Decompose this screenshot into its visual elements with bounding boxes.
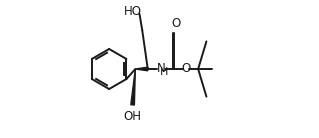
Text: HO: HO — [124, 5, 142, 18]
Text: O: O — [181, 63, 190, 75]
Text: N: N — [157, 63, 165, 75]
Text: OH: OH — [123, 110, 142, 123]
Text: H: H — [160, 67, 168, 77]
Text: O: O — [171, 17, 181, 30]
Polygon shape — [135, 67, 148, 71]
Polygon shape — [131, 69, 135, 105]
